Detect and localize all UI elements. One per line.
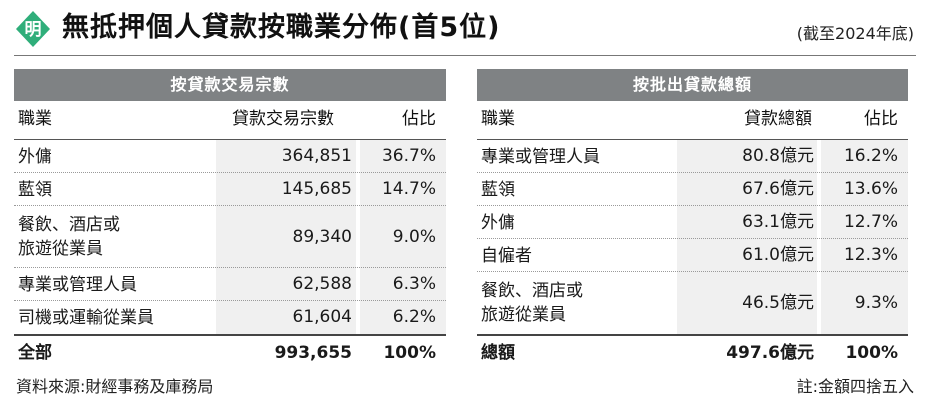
total-value: 993,655 xyxy=(274,343,352,363)
ming-pao-logo: 明 xyxy=(14,10,52,48)
table-row: 外傭 364,851 36.7% xyxy=(14,140,446,173)
occupation-cell: 外傭 xyxy=(481,212,515,233)
total-value: 497.6億元 xyxy=(726,343,814,363)
occupation-cell: 專業或管理人員 xyxy=(18,274,137,295)
value-cell: 46.5億元 xyxy=(742,293,814,313)
table-band-label: 按貸款交易宗數 xyxy=(14,69,446,101)
total-row: 總額 497.6億元 100% xyxy=(477,336,908,370)
table-header: 職業 貸款交易宗數 佔比 xyxy=(14,101,446,137)
value-cell: 364,851 xyxy=(281,146,352,166)
occupation-cell: 自僱者 xyxy=(481,245,532,266)
rounding-note: 註:金額四捨五入 xyxy=(796,377,914,396)
column-header-share: 佔比 xyxy=(402,109,436,129)
share-cell: 9.3% xyxy=(854,293,898,313)
occupation-cell: 餐飲、酒店或 旅遊從業員 xyxy=(18,215,120,259)
occupation-cell: 藍領 xyxy=(18,179,52,200)
share-cell: 6.3% xyxy=(392,274,436,294)
occupation-cell: 藍領 xyxy=(481,179,515,200)
column-header-occupation: 職業 xyxy=(481,109,515,129)
table-row: 餐飲、酒店或 旅遊從業員 46.5億元 9.3% xyxy=(477,272,908,334)
value-cell: 145,685 xyxy=(281,179,352,199)
table-row: 餐飲、酒店或 旅遊從業員 89,340 9.0% xyxy=(14,206,446,268)
table-by-amount: 按批出貸款總額 職業 貸款總額 佔比 專業或管理人員 80.8億元 16.2% 藍領 6… xyxy=(477,69,908,370)
share-cell: 12.7% xyxy=(843,212,898,232)
table-band-label: 按批出貸款總額 xyxy=(477,69,908,101)
value-cell: 61.0億元 xyxy=(742,245,814,265)
table-row: 專業或管理人員 80.8億元 16.2% xyxy=(477,140,908,173)
occupation-cell: 餐飲、酒店或 旅遊從業員 xyxy=(481,281,583,325)
table-row: 自僱者 61.0億元 12.3% xyxy=(477,239,908,272)
occupation-cell: 專業或管理人員 xyxy=(481,146,600,167)
share-cell: 12.3% xyxy=(843,245,898,265)
share-cell: 16.2% xyxy=(843,146,898,166)
total-share: 100% xyxy=(383,343,436,363)
column-header-occupation: 職業 xyxy=(18,109,52,129)
column-header-value: 貸款總額 xyxy=(744,109,812,129)
column-header-value: 貸款交易宗數 xyxy=(232,109,334,129)
header-divider xyxy=(14,139,446,140)
page-title: 無抵押個人貸款按職業分佈(首5位) xyxy=(62,12,501,43)
table-row: 藍領 145,685 14.7% xyxy=(14,173,446,206)
table-row: 外傭 63.1億元 12.7% xyxy=(477,206,908,239)
occupation-cell: 外傭 xyxy=(18,146,52,167)
table-row: 司機或運輸從業員 61,604 6.2% xyxy=(14,301,446,334)
value-cell: 62,588 xyxy=(292,274,352,294)
share-cell: 13.6% xyxy=(843,179,898,199)
table-row: 藍領 67.6億元 13.6% xyxy=(477,173,908,206)
svg-text:明: 明 xyxy=(25,20,42,40)
total-row: 全部 993,655 100% xyxy=(14,336,446,370)
value-cell: 61,604 xyxy=(292,307,352,327)
source-note: 資料來源:財經事務及庫務局 xyxy=(16,377,214,396)
table-body: 外傭 364,851 36.7% 藍領 145,685 14.7% 餐飲、酒店或 旅遊從業員 8… xyxy=(14,140,446,334)
share-cell: 6.2% xyxy=(392,307,436,327)
total-share: 100% xyxy=(845,343,898,363)
total-divider xyxy=(14,334,446,336)
share-cell: 36.7% xyxy=(381,146,436,166)
share-cell: 9.0% xyxy=(392,227,436,247)
as-of-date: (截至2024年底) xyxy=(796,24,914,43)
table-by-transactions: 按貸款交易宗數 職業 貸款交易宗數 佔比 外傭 364,851 36.7% 藍領 145… xyxy=(14,69,446,370)
value-cell: 67.6億元 xyxy=(742,179,814,199)
table-header: 職業 貸款總額 佔比 xyxy=(477,101,908,137)
value-cell: 63.1億元 xyxy=(742,212,814,232)
table-body: 專業或管理人員 80.8億元 16.2% 藍領 67.6億元 13.6% 外傭 63.1億元 1… xyxy=(477,140,908,334)
value-cell: 80.8億元 xyxy=(742,146,814,166)
table-row: 專業或管理人員 62,588 6.3% xyxy=(14,268,446,301)
column-header-share: 佔比 xyxy=(864,109,898,129)
occupation-cell: 司機或運輸從業員 xyxy=(18,307,154,328)
value-cell: 89,340 xyxy=(292,227,352,247)
header-divider xyxy=(477,139,908,140)
total-label: 全部 xyxy=(18,343,52,363)
total-label: 總額 xyxy=(481,343,515,363)
total-divider xyxy=(477,334,908,336)
title-divider xyxy=(14,55,916,56)
share-cell: 14.7% xyxy=(381,179,436,199)
